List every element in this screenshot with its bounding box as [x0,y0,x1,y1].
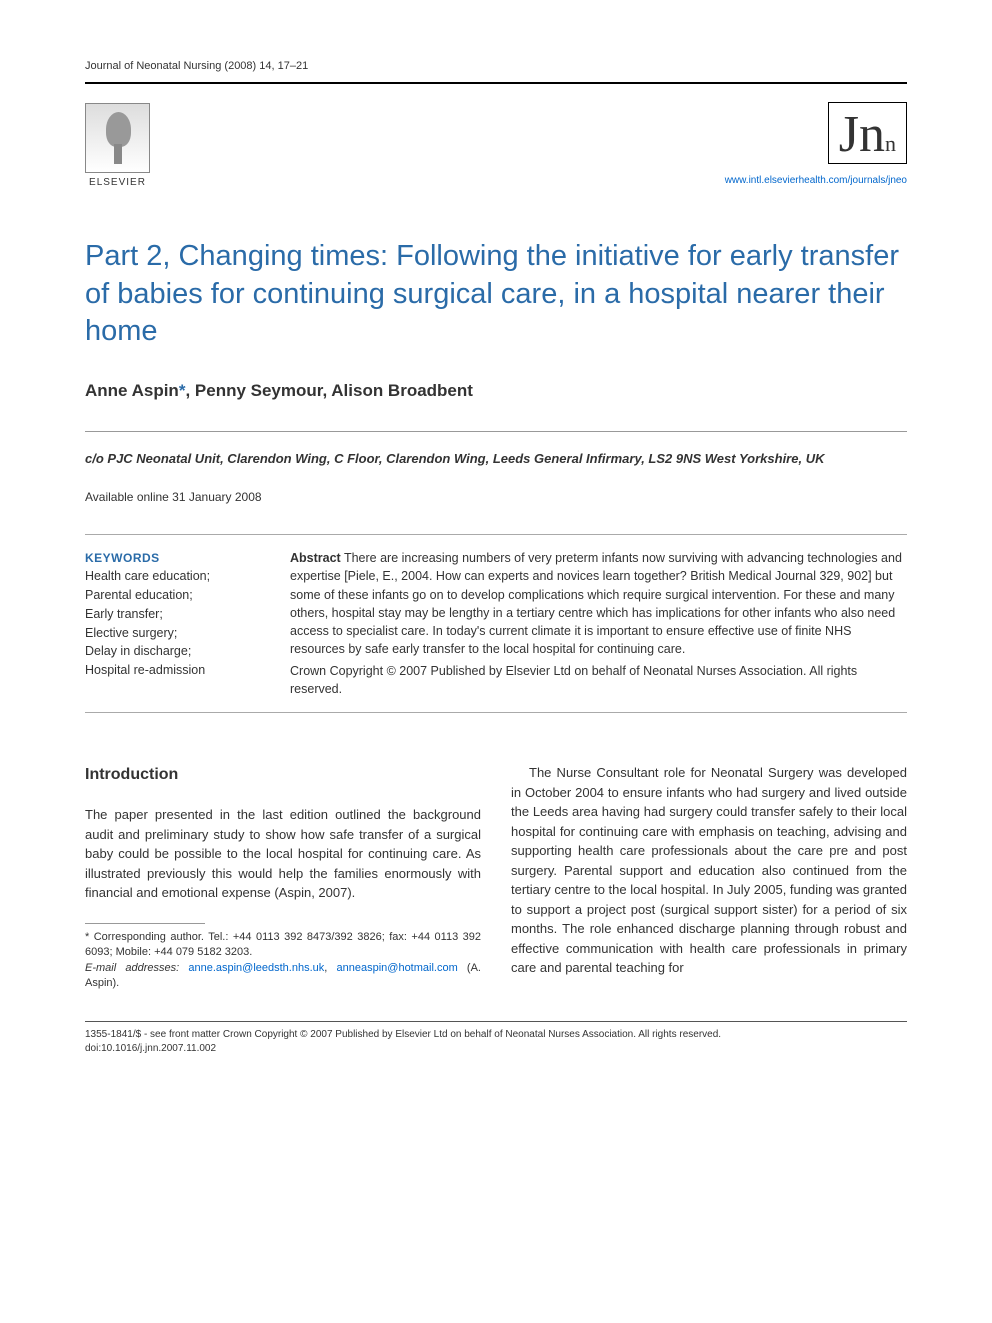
abstract-box: KEYWORDS Health care education; Parental… [85,534,907,713]
column2-paragraph: The Nurse Consultant role for Neonatal S… [511,763,907,978]
email-separator: , [324,962,336,974]
bottom-meta: 1355-1841/$ - see front matter Crown Cop… [85,1021,907,1056]
authors-line: Anne Aspin*, Penny Seymour, Alison Broad… [85,381,907,401]
body-column-left: Introduction The paper presented in the … [85,763,481,991]
abstract-copyright: Crown Copyright © 2007 Published by Else… [290,662,907,698]
affiliation: c/o PJC Neonatal Unit, Clarendon Wing, C… [85,450,907,468]
footnote-rule [85,923,205,924]
article-title: Part 2, Changing times: Following the in… [85,238,907,351]
body-columns: Introduction The paper presented in the … [85,763,907,991]
header-rule [85,82,907,84]
body-column-right: The Nurse Consultant role for Neonatal S… [511,763,907,991]
email-link-2[interactable]: anneaspin@hotmail.com [337,962,458,974]
other-authors: , Penny Seymour, Alison Broadbent [185,381,472,400]
journal-url-link[interactable]: www.intl.elsevierhealth.com/journals/jne… [725,175,907,186]
available-online-date: Available online 31 January 2008 [85,490,907,504]
keywords-list: Health care education; Parental educatio… [85,567,260,680]
corresponding-author-footnote: * Corresponding author. Tel.: +44 0113 3… [85,930,481,961]
first-author: Anne Aspin [85,381,179,400]
footnotes-block: * Corresponding author. Tel.: +44 0113 3… [85,930,481,992]
jnn-logo: Jn n [828,102,907,164]
email-label: E-mail addresses: [85,962,179,974]
front-matter-line: 1355-1841/$ - see front matter Crown Cop… [85,1028,907,1042]
elsevier-tree-icon [85,103,150,173]
intro-paragraph: The paper presented in the last edition … [85,805,481,903]
introduction-heading: Introduction [85,763,481,787]
keywords-column: KEYWORDS Health care education; Parental… [85,549,260,698]
jnn-logo-large: Jn [839,109,885,161]
doi-line: doi:10.1016/j.jnn.2007.11.002 [85,1042,907,1056]
abstract-label: Abstract [290,551,341,565]
logos-row: ELSEVIER Jn n www.intl.elsevierhealth.co… [85,102,907,188]
email-link-1[interactable]: anne.aspin@leedsth.nhs.uk [188,962,324,974]
journal-reference: Journal of Neonatal Nursing (2008) 14, 1… [85,60,308,72]
abstract-column: Abstract There are increasing numbers of… [290,549,907,698]
header-row: Journal of Neonatal Nursing (2008) 14, 1… [85,60,907,72]
elsevier-label: ELSEVIER [89,177,146,188]
email-footnote: E-mail addresses: anne.aspin@leedsth.nhs… [85,961,481,992]
jnn-logo-small: n [885,131,896,157]
journal-logo-box: Jn n www.intl.elsevierhealth.com/journal… [725,102,907,188]
authors-rule [85,431,907,432]
elsevier-logo: ELSEVIER [85,103,150,188]
keywords-heading: KEYWORDS [85,549,260,567]
abstract-text: There are increasing numbers of very pre… [290,551,902,656]
